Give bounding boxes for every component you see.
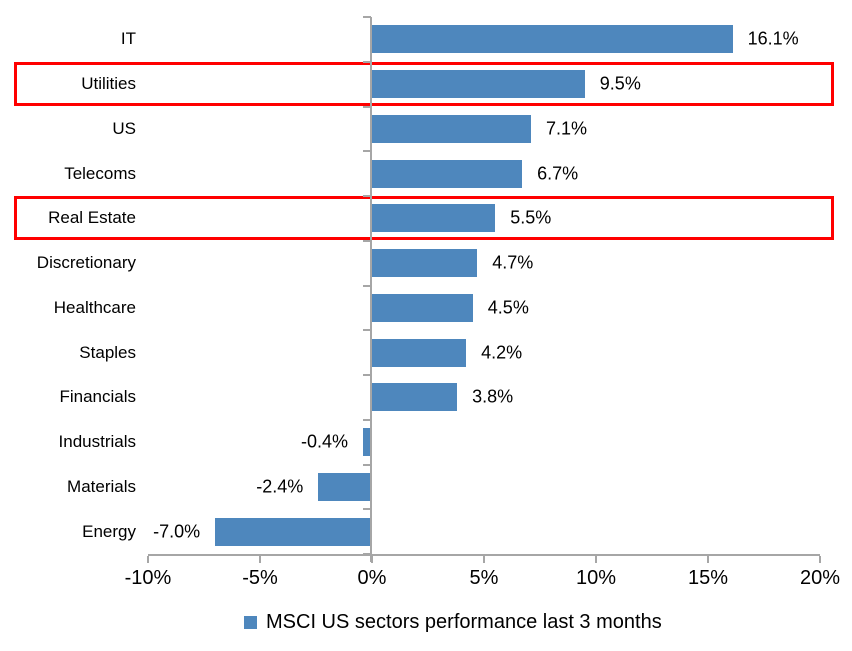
value-axis-tick: [371, 556, 373, 563]
category-axis-tick: [363, 195, 371, 197]
category-axis-tick: [363, 329, 371, 332]
value-axis-tick: [147, 556, 149, 563]
value-label: -2.4%: [256, 476, 304, 497]
category-axis-tick: [363, 150, 371, 153]
category-label: Healthcare: [53, 297, 136, 317]
bar: [372, 25, 733, 54]
category-label: Utilities: [81, 74, 136, 94]
value-axis-tick: [819, 556, 821, 563]
bar: [372, 159, 523, 188]
category-label: IT: [120, 29, 136, 49]
value-axis-line: [148, 554, 820, 556]
category-label: Industrials: [58, 432, 136, 452]
value-axis-tick: [595, 556, 597, 563]
category-label: Materials: [67, 476, 136, 496]
category-label: Discretionary: [36, 253, 136, 273]
category-axis-tick: [363, 374, 371, 376]
category-label: Financials: [59, 387, 136, 407]
category-label: Real Estate: [48, 208, 136, 228]
value-label: 4.7%: [492, 252, 534, 273]
category-axis-tick: [363, 105, 371, 108]
value-axis-tick: [707, 556, 709, 563]
bar: [363, 428, 372, 457]
category-axis-tick: [363, 418, 371, 421]
category-axis-tick: [363, 284, 371, 287]
value-axis-tick: [259, 556, 261, 563]
category-label: Energy: [82, 521, 136, 541]
category-axis-tick: [363, 508, 371, 511]
value-label: 7.1%: [546, 118, 588, 139]
highlight-box: [14, 61, 834, 106]
bar: [372, 338, 467, 367]
category-label: US: [112, 118, 136, 138]
x-tick-label: 5%: [469, 567, 499, 589]
category-label: Staples: [79, 342, 136, 362]
x-tick-label: 20%: [799, 567, 841, 589]
bar: [372, 383, 458, 412]
bar: [372, 114, 532, 143]
bar: [372, 293, 473, 322]
value-label: 9.5%: [599, 73, 641, 94]
value-label: 16.1%: [747, 28, 799, 49]
category-axis-tick: [363, 16, 371, 18]
legend: MSCI US sectors performance last 3 month…: [244, 611, 662, 634]
x-tick-label: -5%: [242, 567, 278, 589]
value-label: 4.5%: [487, 297, 529, 318]
value-label: -0.4%: [301, 431, 349, 452]
x-tick-label: 0%: [357, 567, 387, 589]
value-axis-tick: [483, 556, 485, 563]
legend-marker-square-icon: [244, 616, 257, 629]
category-label: Telecoms: [64, 163, 136, 183]
x-tick-label: 15%: [687, 567, 729, 589]
bar: [215, 517, 372, 546]
x-tick-label: 10%: [575, 567, 617, 589]
value-label: 6.7%: [537, 163, 579, 184]
bar: [318, 472, 372, 501]
value-label: 5.5%: [510, 207, 552, 228]
bar: [372, 204, 496, 233]
category-axis-line: [370, 17, 372, 562]
x-tick-label: -10%: [124, 567, 172, 589]
legend-label: MSCI US sectors performance last 3 month…: [266, 611, 662, 633]
value-label: -7.0%: [153, 521, 201, 542]
value-label: 3.8%: [472, 386, 514, 407]
highlight-box: [14, 196, 834, 240]
value-label: 4.2%: [481, 342, 523, 363]
bar: [372, 249, 478, 278]
bar: [372, 70, 585, 99]
category-axis-tick: [363, 60, 371, 63]
category-axis-tick: [363, 239, 371, 242]
category-axis-tick: [363, 463, 371, 466]
